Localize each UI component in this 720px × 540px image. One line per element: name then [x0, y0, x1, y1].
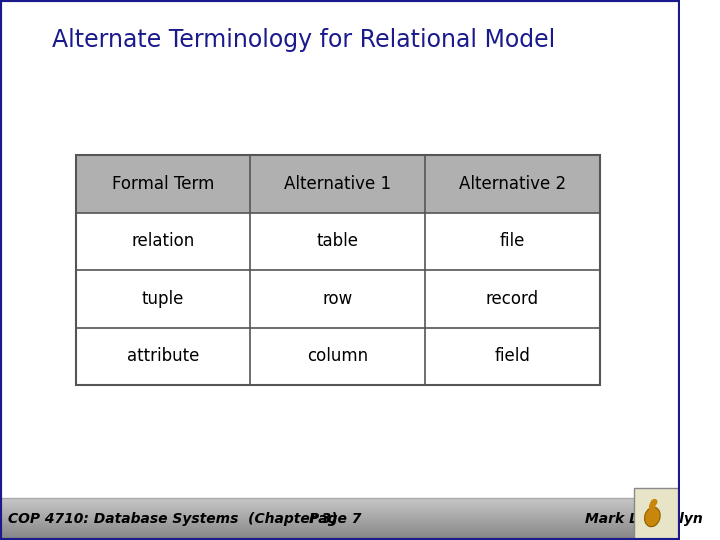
Text: file: file	[500, 232, 525, 250]
Text: table: table	[317, 232, 359, 250]
Text: Alternate Terminology for Relational Model: Alternate Terminology for Relational Mod…	[52, 28, 555, 52]
Bar	[634, 488, 680, 540]
Bar	[76, 155, 600, 385]
Bar	[76, 270, 600, 327]
Text: tuple: tuple	[142, 290, 184, 308]
Text: attribute: attribute	[127, 347, 199, 365]
Bar	[76, 155, 600, 213]
Text: column: column	[307, 347, 368, 365]
Text: COP 4710: Database Systems  (Chapter 3): COP 4710: Database Systems (Chapter 3)	[7, 512, 337, 526]
Text: row: row	[323, 290, 353, 308]
Text: record: record	[485, 290, 539, 308]
Text: Formal Term: Formal Term	[112, 175, 214, 193]
Text: field: field	[494, 347, 530, 365]
Text: Mark Llewellyn: Mark Llewellyn	[585, 512, 703, 526]
FancyArrowPatch shape	[652, 502, 654, 508]
Text: Page 7: Page 7	[309, 512, 361, 526]
Text: Alternative 1: Alternative 1	[284, 175, 391, 193]
Text: relation: relation	[131, 232, 194, 250]
Ellipse shape	[644, 507, 660, 526]
Text: Alternative 2: Alternative 2	[459, 175, 566, 193]
Bar	[76, 213, 600, 270]
Bar	[76, 327, 600, 385]
